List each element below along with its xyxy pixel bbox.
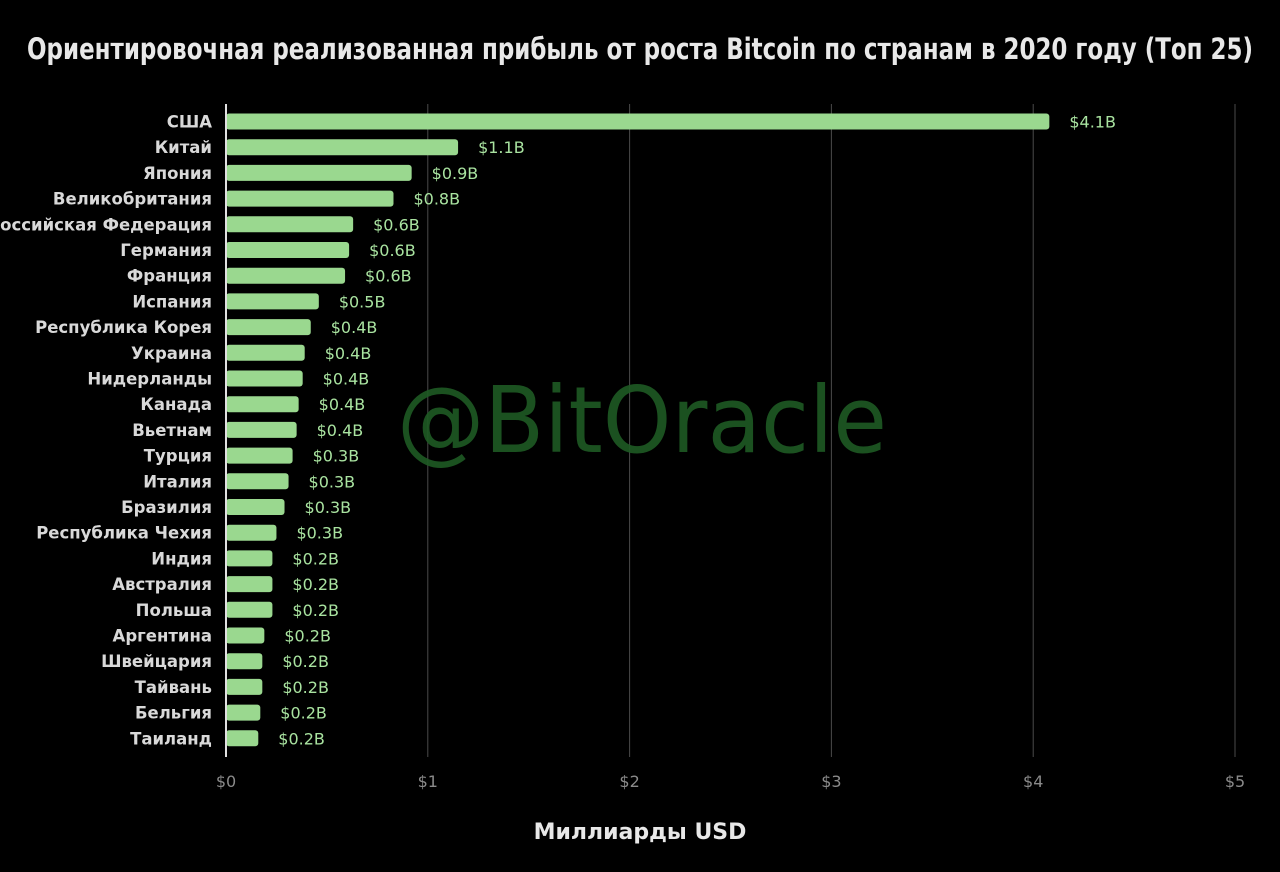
x-tick-label: $4 xyxy=(1023,772,1043,791)
bar xyxy=(226,524,277,541)
value-label: $0.6B xyxy=(365,267,412,286)
x-tick-label: $5 xyxy=(1225,772,1245,791)
value-label: $0.2B xyxy=(282,652,329,671)
bar xyxy=(226,267,346,284)
bar xyxy=(226,344,305,361)
category-label: США xyxy=(167,113,212,132)
value-label: $0.2B xyxy=(284,627,331,646)
category-label: Китай xyxy=(155,138,212,157)
value-label: $0.3B xyxy=(313,447,360,466)
bar xyxy=(226,678,263,695)
bar xyxy=(226,139,459,156)
value-label: $0.4B xyxy=(323,370,370,389)
bar xyxy=(226,653,263,670)
value-labels: $4.1B $1.1B $0.9B $0.8B $0.6B $0.6B $0.6B $0.5B… xyxy=(278,113,1116,749)
category-label: Япония xyxy=(143,164,212,183)
bar xyxy=(226,550,273,567)
value-label: $0.3B xyxy=(309,472,356,491)
category-label: Канада xyxy=(140,395,212,414)
bar xyxy=(226,704,261,721)
bar xyxy=(226,164,412,181)
value-label: $0.2B xyxy=(278,729,325,748)
category-labels: США Китай Япония Великобритания Российская Ф… xyxy=(0,113,212,749)
category-label: Австралия xyxy=(112,575,212,594)
value-label: $0.6B xyxy=(369,241,416,260)
category-label: Испания xyxy=(132,292,212,311)
value-label: $0.3B xyxy=(296,524,343,543)
bar xyxy=(226,730,259,747)
value-label: $0.4B xyxy=(317,421,364,440)
value-label: $0.4B xyxy=(331,318,378,337)
category-label: Республика Чехия xyxy=(36,524,212,543)
category-label: Аргентина xyxy=(113,627,212,646)
value-label: $0.2B xyxy=(292,549,339,568)
value-label: $0.4B xyxy=(325,344,372,363)
bar xyxy=(226,242,350,258)
category-label: Италия xyxy=(143,472,212,491)
bar xyxy=(226,396,299,413)
bar xyxy=(226,499,285,515)
bar xyxy=(226,601,273,618)
x-tick-labels: $0 $1 $2 $3 $4 $5 xyxy=(216,772,1245,791)
value-label: $0.4B xyxy=(319,395,366,414)
category-label: Бразилия xyxy=(121,498,212,517)
chart-title: Ориентировочная реализованная прибыль от… xyxy=(27,32,1253,66)
bar xyxy=(226,190,394,207)
bar xyxy=(226,576,273,593)
category-label: Бельгия xyxy=(135,704,212,723)
category-label: Тайвань xyxy=(135,678,212,697)
bar xyxy=(226,113,1050,130)
value-label: $0.2B xyxy=(280,704,327,723)
bars xyxy=(226,113,1050,747)
x-tick-label: $0 xyxy=(216,772,236,791)
x-axis-label: Миллиарды USD xyxy=(534,820,747,845)
watermark-text: @BitOracle xyxy=(397,367,887,474)
bar xyxy=(226,319,311,336)
category-label: Таиланд xyxy=(130,729,212,748)
value-label: $0.2B xyxy=(292,601,339,620)
value-label: $0.3B xyxy=(305,498,352,517)
category-label: Индия xyxy=(151,549,212,568)
bar xyxy=(226,216,354,233)
bar xyxy=(226,293,319,310)
value-label: $0.6B xyxy=(373,215,420,234)
bar xyxy=(226,473,289,490)
bar xyxy=(226,447,293,464)
category-label: Украина xyxy=(131,344,212,363)
category-label: Вьетнам xyxy=(132,421,212,440)
x-tick-label: $3 xyxy=(821,772,841,791)
category-label: Российская Федерация xyxy=(0,215,212,234)
value-label: $0.8B xyxy=(413,190,460,209)
value-label: $4.1B xyxy=(1069,113,1116,132)
x-tick-label: $2 xyxy=(619,772,639,791)
bar xyxy=(226,421,297,438)
bar xyxy=(226,627,265,644)
category-label: Великобритания xyxy=(53,190,212,209)
value-label: $0.9B xyxy=(432,164,479,183)
value-label: $0.2B xyxy=(282,678,329,697)
gridlines xyxy=(427,104,1236,757)
category-label: Швейцария xyxy=(101,652,212,671)
category-label: Польша xyxy=(136,601,212,620)
x-tick-label: $1 xyxy=(418,772,438,791)
bar xyxy=(226,370,303,387)
category-label: Республика Корея xyxy=(35,318,212,337)
category-label: Франция xyxy=(127,267,212,286)
category-label: Нидерланды xyxy=(87,370,212,389)
category-label: Германия xyxy=(120,241,212,260)
category-label: Турция xyxy=(144,447,212,466)
value-label: $0.2B xyxy=(292,575,339,594)
value-label: $1.1B xyxy=(478,138,525,157)
value-label: $0.5B xyxy=(339,292,386,311)
